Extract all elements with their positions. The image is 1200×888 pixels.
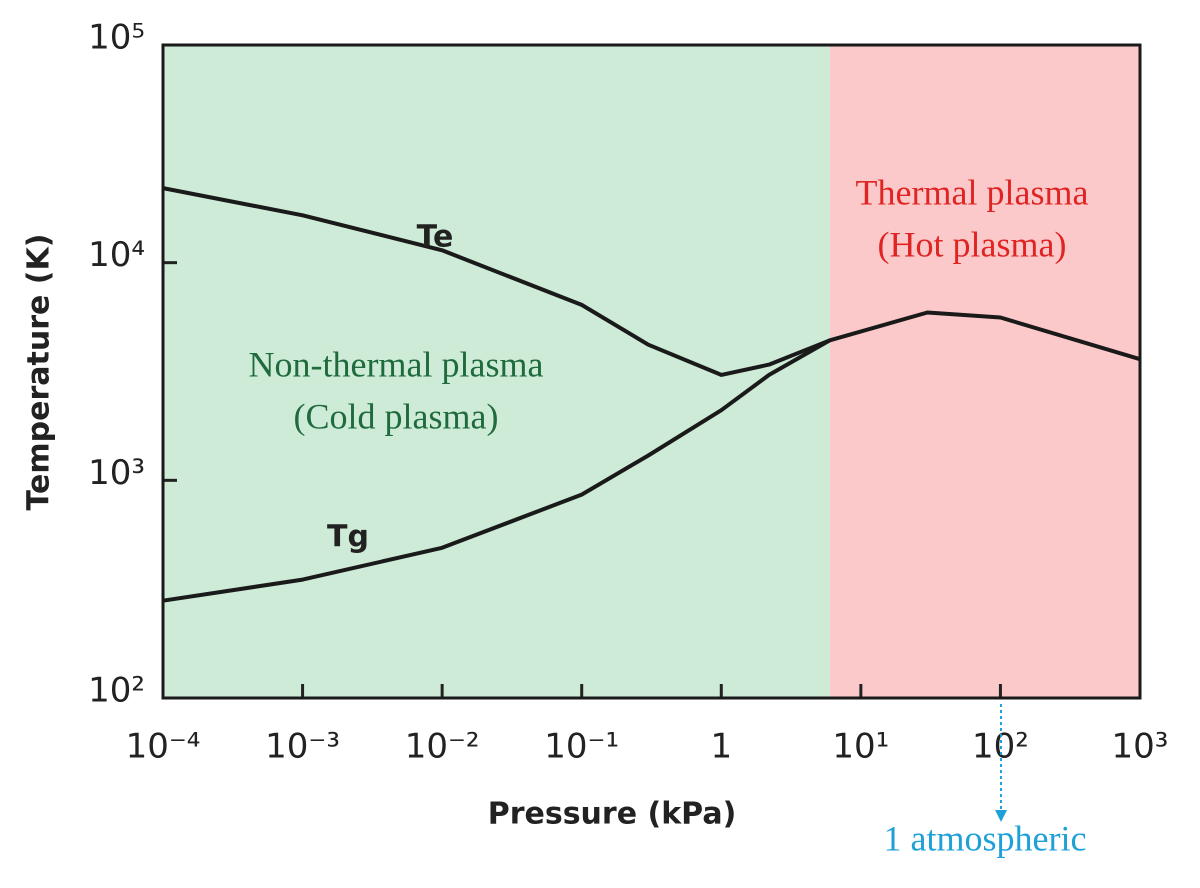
y-tick-label: 10² [88,671,145,711]
y-axis-label: Temperature (K) [22,234,57,511]
x-tick-label: 10⁻³ [265,727,340,767]
y-tick-label: 10³ [88,453,145,493]
x-tick-label: 10¹ [832,727,889,767]
x-tick-label: 10⁻¹ [544,727,619,767]
region-label: Non-thermal plasma [249,344,544,384]
x-tick-label: 1 [710,727,732,767]
region-label: (Hot plasma) [878,224,1067,264]
line [162,338,831,603]
marker-label: 1 atmospheric [884,818,1087,858]
line [162,186,1141,377]
x-tick-label: 10⁻² [405,727,480,767]
series-label: Te [417,220,454,255]
y-tick-label: 10⁵ [88,18,145,58]
region [163,45,830,698]
series-label: Tg [327,520,369,555]
x-axis-label: Pressure (kPa) [488,797,737,832]
region-label: Thermal plasma [856,172,1089,212]
marker-arrow [995,810,1008,822]
plot-frame [161,43,1142,700]
x-tick-label: 10⁻⁴ [126,727,201,767]
region-label: (Cold plasma) [294,396,499,436]
x-tick-label: 10³ [1112,727,1169,767]
region [829,45,1140,698]
y-tick-label: 10⁴ [88,235,145,275]
